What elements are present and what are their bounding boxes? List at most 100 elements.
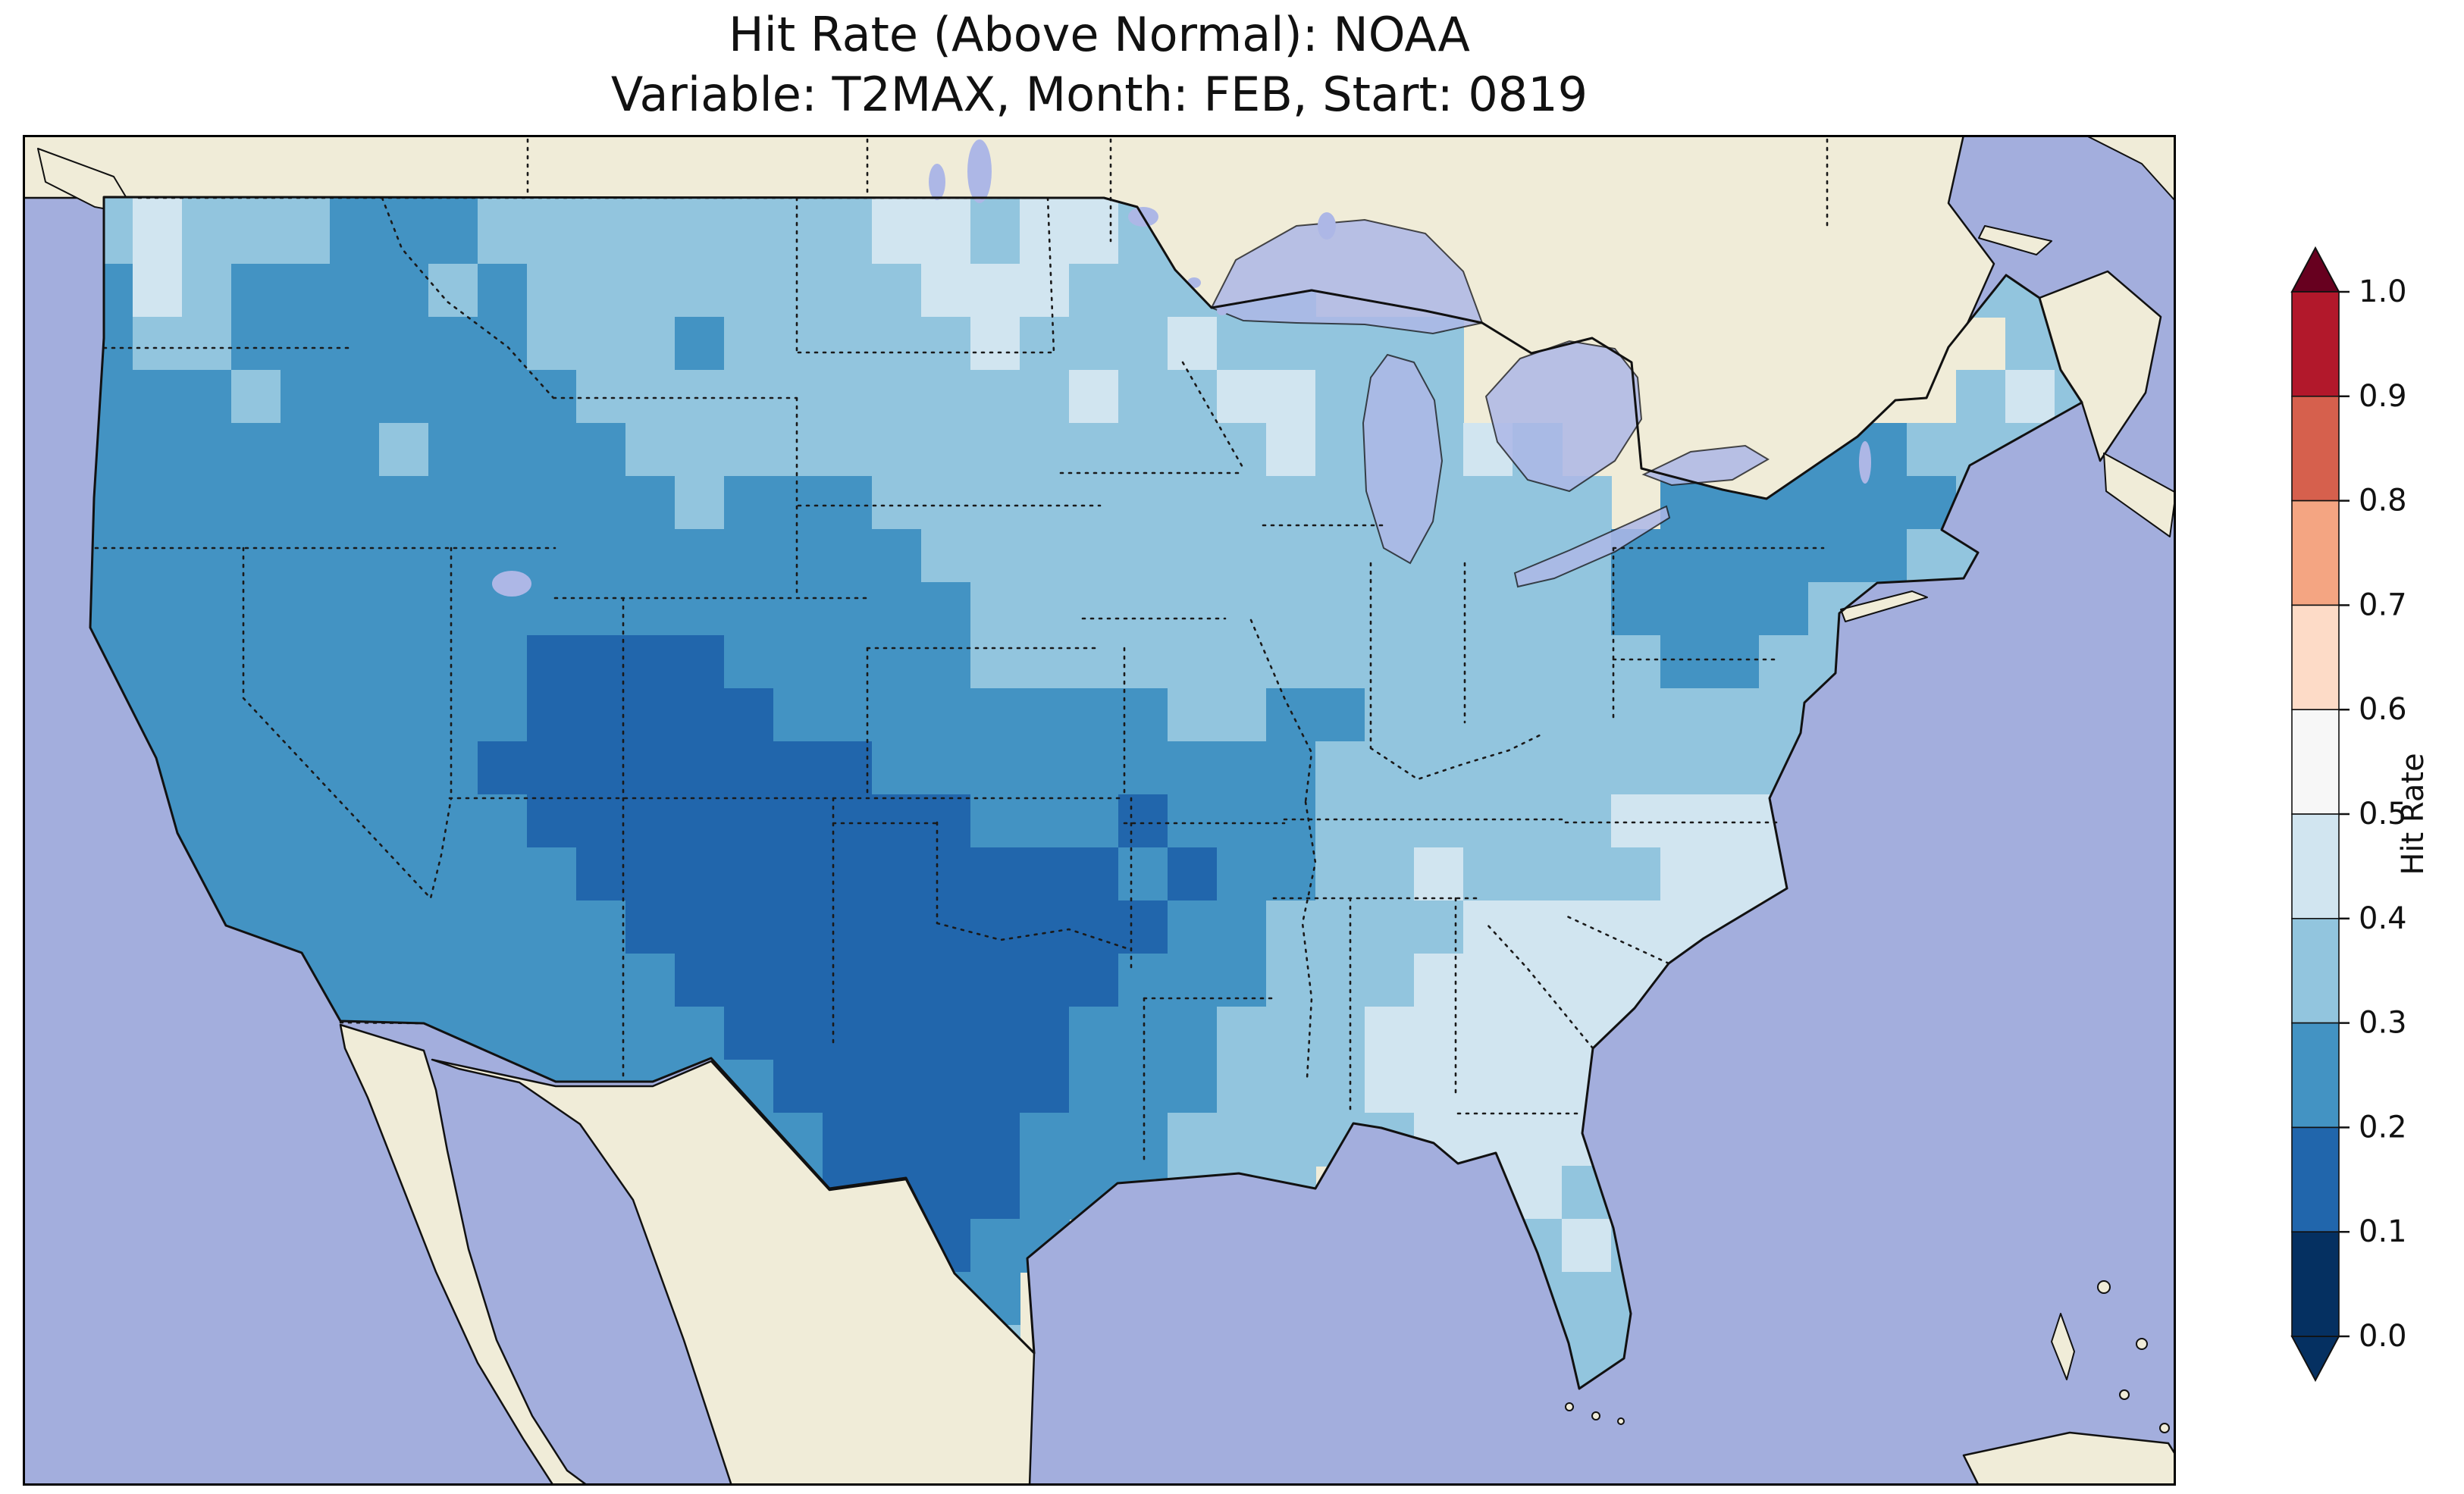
hit-rate-cell xyxy=(970,264,1020,318)
hit-rate-cell xyxy=(675,688,725,742)
colorbar-under-arrow xyxy=(2290,1336,2340,1383)
hit-rate-cell xyxy=(1217,794,1267,848)
hit-rate-cell xyxy=(625,847,676,901)
hit-rate-cell xyxy=(1463,529,1513,583)
hit-rate-cell xyxy=(1020,688,1070,742)
hit-rate-cell xyxy=(724,847,774,901)
hit-rate-cell xyxy=(1660,635,1710,689)
hit-rate-cell xyxy=(1020,370,1070,424)
hit-rate-cell xyxy=(1266,317,1316,371)
hit-rate-cell xyxy=(1315,847,1365,901)
hit-rate-cell xyxy=(182,211,232,265)
bahamas-islet xyxy=(2136,1338,2148,1350)
hit-rate-cell xyxy=(527,197,577,211)
hit-rate-cell xyxy=(330,423,380,477)
hit-rate-cell xyxy=(1217,370,1267,424)
hit-rate-cell xyxy=(921,954,971,1007)
hit-rate-cell xyxy=(1069,317,1119,371)
hit-rate-cell xyxy=(1069,741,1119,795)
hit-rate-cell xyxy=(379,847,429,901)
hit-rate-cell xyxy=(1217,1113,1267,1167)
hit-rate-cell xyxy=(133,317,183,371)
hit-rate-cell xyxy=(625,370,676,424)
map-canvas xyxy=(21,133,2177,1487)
hit-rate-cell xyxy=(724,900,774,954)
hit-rate-cell xyxy=(872,1113,922,1167)
hit-rate-cell xyxy=(970,370,1020,424)
hit-rate-cell xyxy=(1414,688,1464,742)
colorbar-tick-label: 0.0 xyxy=(2359,1319,2407,1354)
colorbar-segment xyxy=(2291,1022,2340,1129)
hit-rate-cell xyxy=(675,476,725,530)
hit-rate-cell xyxy=(675,197,725,211)
hit-rate-cell xyxy=(872,264,922,318)
hit-rate-cell xyxy=(1513,1060,1563,1113)
hit-rate-cell xyxy=(428,954,478,1007)
hit-rate-cell xyxy=(675,847,725,901)
hit-rate-cell xyxy=(90,476,133,530)
hit-rate-cell xyxy=(576,741,626,795)
hit-rate-cell xyxy=(231,635,281,689)
hit-rate-cell xyxy=(428,794,478,848)
hit-rate-cell xyxy=(823,370,873,424)
hit-rate-cell xyxy=(970,1113,1020,1167)
hit-rate-cell xyxy=(625,476,676,530)
hit-rate-cell xyxy=(576,900,626,954)
hit-rate-cell xyxy=(675,794,725,848)
hit-rate-cell xyxy=(330,582,380,636)
hit-rate-cell xyxy=(182,688,232,742)
hit-rate-cell xyxy=(773,264,823,318)
hit-rate-cell xyxy=(281,211,331,265)
hit-rate-cell xyxy=(231,582,281,636)
hit-rate-cell xyxy=(1315,794,1365,848)
hit-rate-cell xyxy=(1513,900,1563,954)
hit-rate-cell xyxy=(724,794,774,848)
colorbar-segment xyxy=(2291,709,2340,815)
hit-rate-cell xyxy=(1611,635,1661,689)
hit-rate-cell xyxy=(1020,1060,1070,1113)
hit-rate-cell xyxy=(1168,900,1218,954)
hit-rate-cell xyxy=(1020,197,1070,211)
hit-rate-cell xyxy=(625,211,676,265)
hit-rate-cell xyxy=(576,317,626,371)
hit-rate-cell xyxy=(724,317,774,371)
hit-rate-cell xyxy=(1020,954,1070,1007)
hit-rate-cell xyxy=(133,370,183,424)
hit-rate-cell xyxy=(1020,1113,1070,1167)
hit-rate-cell xyxy=(872,529,922,583)
hit-rate-cell xyxy=(1217,317,1267,371)
hit-rate-cell xyxy=(1562,688,1612,742)
hit-rate-cell xyxy=(1217,529,1267,583)
hit-rate-cell xyxy=(478,423,528,477)
hit-rate-cell xyxy=(1513,582,1563,636)
hit-rate-cell xyxy=(625,635,676,689)
hit-rate-cell xyxy=(970,317,1020,371)
colorbar-segment xyxy=(2291,604,2340,710)
hit-rate-cell xyxy=(428,635,478,689)
hit-rate-cell xyxy=(330,317,380,371)
hit-rate-cell xyxy=(872,423,922,477)
hit-rate-cell xyxy=(1020,741,1070,795)
hit-rate-cell xyxy=(1315,741,1365,795)
hit-rate-cell xyxy=(133,197,183,211)
minnesota-lake xyxy=(1187,277,1201,288)
hit-rate-cell xyxy=(428,317,478,371)
hit-rate-cell xyxy=(970,741,1020,795)
colorbar-tick-label: 0.2 xyxy=(2359,1110,2407,1145)
colorbar-label: Hit Rate xyxy=(2396,753,2431,875)
hit-rate-cell xyxy=(478,211,528,265)
hit-rate-cell xyxy=(1611,688,1661,742)
hit-rate-cell xyxy=(1907,423,1957,477)
hit-rate-cell xyxy=(1266,476,1316,530)
hit-rate-cell xyxy=(921,1113,971,1167)
hit-rate-cell xyxy=(625,688,676,742)
hit-rate-cell xyxy=(1069,794,1119,848)
hit-rate-cell xyxy=(1168,582,1218,636)
hit-rate-cell xyxy=(1217,688,1267,742)
hit-rate-cell xyxy=(1513,847,1563,901)
hit-rate-cell xyxy=(281,423,331,477)
hit-rate-cell xyxy=(1020,317,1070,371)
hit-rate-cell xyxy=(281,476,331,530)
hit-rate-cell xyxy=(2005,370,2055,424)
